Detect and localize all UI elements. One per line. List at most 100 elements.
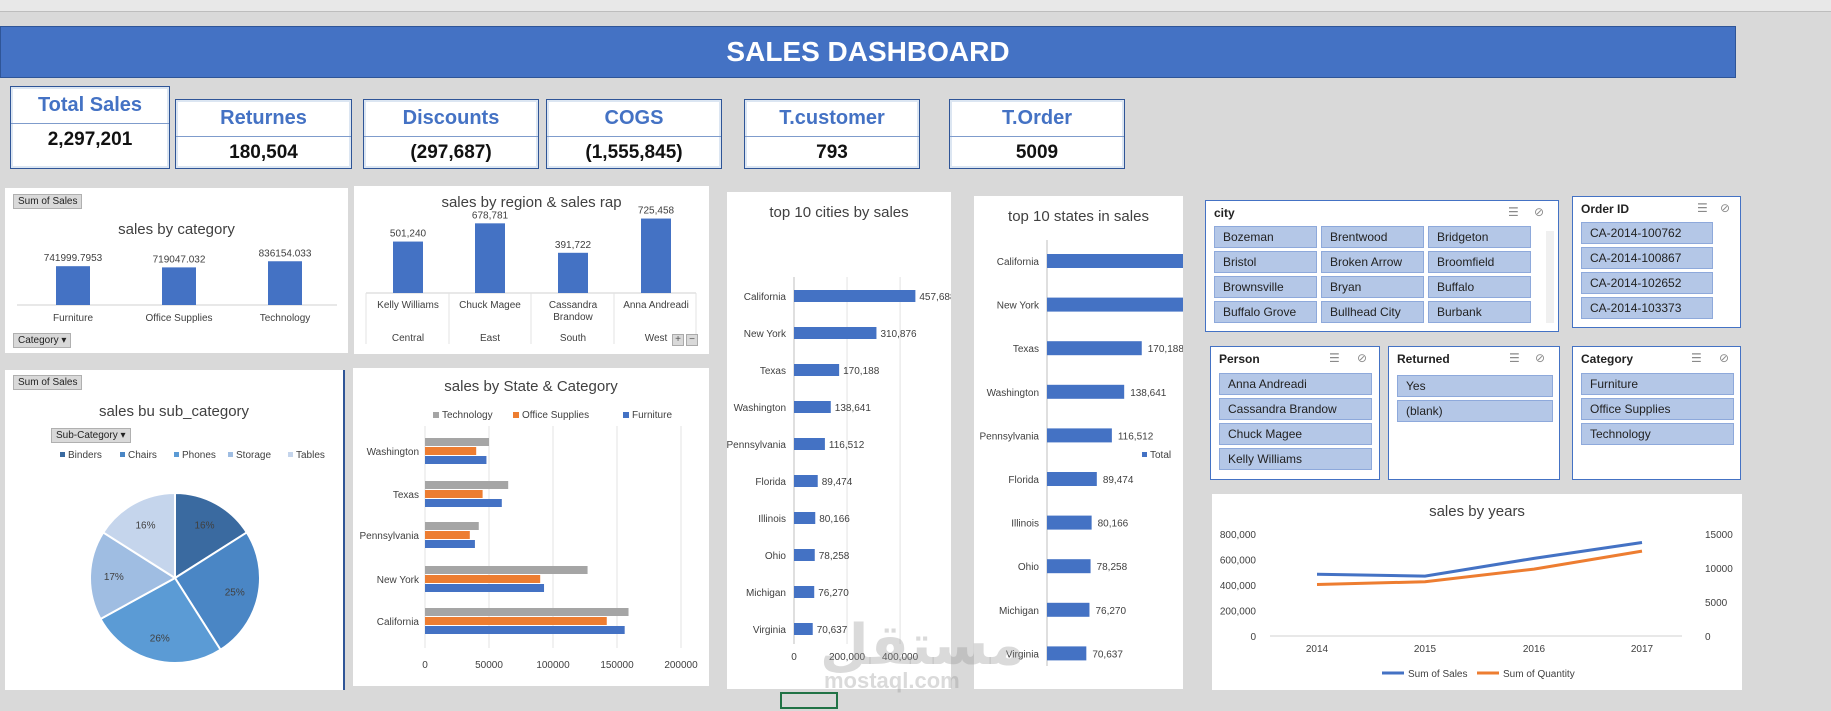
chart-sales-by-years: sales by years 0 200,000 400,000 600,000 800… [1212,494,1742,690]
bar [425,584,545,592]
years-line-chart: 0 200,000 400,000 600,000 800,000 0 5000 10000 1… [1220,530,1733,680]
category-label: Furniture [53,313,93,324]
city-label: Virginia [753,625,787,636]
slicer-item[interactable]: Bridgeton [1428,226,1531,248]
kpi-label: T.customer [745,100,919,137]
slicer-item[interactable]: Broomfield [1428,251,1531,273]
subcategory-filter-button[interactable]: Sub-Category ▾ [51,428,131,443]
data-label: 138,641 [835,403,872,414]
data-label: 391,722 [555,240,592,251]
chart-title: sales bu sub_category [98,403,250,420]
slicer-item[interactable]: Chuck Magee [1219,423,1372,445]
slicer-item[interactable]: CA-2014-100762 [1581,222,1713,244]
x-tick-label: 150000 [600,660,634,671]
multi-select-icon[interactable]: ☰ [1697,201,1708,215]
slicer-item[interactable]: Yes [1397,375,1553,397]
bar [425,456,487,464]
slicer-returned: Returned ☰ ⊘ Yes (blank) [1388,346,1560,480]
slice-label: 17% [104,572,124,583]
slicer-item[interactable]: Office Supplies [1581,398,1734,420]
slicer-item[interactable]: CA-2014-102652 [1581,272,1713,294]
slicer-item[interactable]: Furniture [1581,373,1734,395]
slicer-item[interactable]: Bristol [1214,251,1317,273]
bar [425,531,470,539]
multi-select-icon[interactable]: ☰ [1691,351,1702,365]
slicer-item[interactable]: Buffalo [1428,276,1531,298]
data-label: 80,166 [1098,519,1129,530]
slicer-item[interactable]: Cassandra Brandow [1219,398,1372,420]
bar [1047,559,1091,574]
slicer-item[interactable]: CA-2014-100867 [1581,247,1713,269]
slicer-item[interactable]: Bozeman [1214,226,1317,248]
bar [794,549,815,561]
bar [1047,428,1112,443]
slicer-order-id: Order ID ☰ ⊘ CA-2014-100762 CA-2014-10086… [1572,196,1741,328]
category-label: Technology [260,313,311,324]
data-label: 501,240 [390,229,427,240]
slicer-item[interactable]: Anna Andreadi [1219,373,1372,395]
region-bar-chart: 501,240 Kelly Williams Central 678,781 Chuck… [365,206,697,344]
chart-sales-by-category: Sum of Sales sales by category 741999.79… [5,188,348,353]
bar [1047,297,1183,312]
clear-filter-icon[interactable]: ⊘ [1720,201,1731,215]
multi-select-icon[interactable]: ☰ [1509,351,1520,365]
bar [425,626,625,634]
state-label: Texas [393,490,419,501]
legend-swatch [228,452,233,457]
slicer-item[interactable]: Broken Arrow [1321,251,1424,273]
slice-label: 16% [194,520,214,531]
pie-slice [99,576,222,664]
chart-top-states: top 10 states in sales California457,688… [974,196,1183,689]
legend-swatch [60,452,65,457]
multi-select-icon[interactable]: ☰ [1329,351,1340,365]
data-label: 836154.033 [259,248,312,259]
bar [425,447,477,455]
clear-filter-icon[interactable]: ⊘ [1719,351,1730,365]
bar [162,267,196,305]
slicer-item[interactable]: Kelly Williams [1219,448,1372,470]
x-tick-label: 0 [422,660,428,671]
clear-filter-icon[interactable]: ⊘ [1535,351,1546,365]
sum-of-sales-pill[interactable]: Sum of Sales [13,194,83,209]
state-label: Pennsylvania [360,531,420,542]
city-label: Illinois [758,514,786,525]
slicer-scrollbar[interactable] [1546,231,1554,323]
expand-field-icon[interactable]: + [672,334,684,346]
slicer-item[interactable]: Brentwood [1321,226,1424,248]
multi-select-icon[interactable]: ☰ [1508,205,1519,219]
slicer-item[interactable]: Brownsville [1214,276,1317,298]
slicer-item[interactable]: Bryan [1321,276,1424,298]
bar [794,438,825,450]
slicer-item[interactable]: Technology [1581,423,1734,445]
clear-filter-icon[interactable]: ⊘ [1534,205,1545,219]
collapse-field-icon[interactable]: − [686,334,698,346]
kpi-value: (1,555,845) [585,142,683,163]
slicer-item[interactable]: Bullhead City [1321,301,1424,323]
slicer-item[interactable]: CA-2014-103373 [1581,297,1713,319]
category-filter-button[interactable]: Category ▾ [13,333,72,348]
legend-swatch [1142,452,1147,457]
data-label: 457,688 [919,292,951,303]
bar [425,499,502,507]
watermark-latin: mostaql.com [824,668,960,693]
slicer-header: city [1214,206,1235,220]
bar [641,218,671,293]
bar [1047,646,1087,661]
series-line [1316,549,1643,586]
region-label: Central [392,333,424,344]
chart-sales-by-state-category: sales by State & Category Technology Offi… [353,368,709,686]
cities-bar-chart: 0 200,000 400,000 California 457,688 New York… [727,277,951,663]
slicer-item[interactable]: (blank) [1397,400,1553,422]
sum-of-sales-pill[interactable]: Sum of Sales [13,375,83,390]
clear-filter-icon[interactable]: ⊘ [1357,351,1368,365]
selected-cell[interactable] [780,692,838,709]
legend-label: Total [1150,450,1171,461]
slicer-item[interactable]: Buffalo Grove [1214,301,1317,323]
data-label: 116,512 [829,440,865,451]
dashboard-title: SALES DASHBOARD [0,26,1736,78]
slicer-item[interactable]: Burbank [1428,301,1531,323]
data-label: 310,876 [880,329,917,340]
data-label: 76,270 [818,588,849,599]
subcategory-pie-chart: Binders Chairs Phones Storage Tables 16% 25% 26… [60,450,325,664]
bar [425,522,479,530]
